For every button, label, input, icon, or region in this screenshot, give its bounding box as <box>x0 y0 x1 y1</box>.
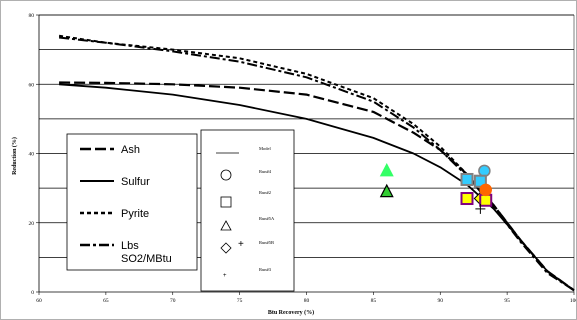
tick-labels: 60 65 70 75 80 85 90 95 100 0 20 40 60 80 <box>29 13 577 304</box>
y-axis-label: Reduction (%) <box>11 137 18 175</box>
legend-lines-frame <box>66 133 198 271</box>
legend-runs-frame <box>200 129 295 292</box>
x-tick-label: 80 <box>304 298 310 304</box>
y-tick-label: 60 <box>29 82 35 88</box>
legend-run2-label: Run#2 <box>259 190 271 195</box>
x-tick-label: 60 <box>36 298 42 304</box>
legend-runs: Model Run#4 Run#2 Run#5A + Run#5B + Run#… <box>200 129 295 292</box>
point-run1-square <box>460 192 474 206</box>
legend-run3-label: Run#3 <box>259 267 272 272</box>
legend-run5a-triangle-icon <box>220 220 232 231</box>
x-tick-label: 75 <box>237 298 243 304</box>
axes <box>36 14 575 295</box>
x-tick-label: 95 <box>504 298 510 304</box>
y-tick-label: 40 <box>29 152 35 158</box>
legend-lines: Ash Sulfur Pyrite Lbs SO2/MBtu <box>66 133 198 271</box>
legend-run5b-label: Run#5B <box>259 240 274 245</box>
legend-run3-plus-icon: + <box>223 273 227 279</box>
x-tick-label: 100 <box>570 298 576 304</box>
point-run5a-triangle <box>379 183 394 198</box>
x-tick-label: 70 <box>170 298 176 304</box>
legend-so2-label-1: Lbs <box>121 240 139 252</box>
x-tick-label: 85 <box>371 298 377 304</box>
y-tick-label: 0 <box>31 290 34 296</box>
legend-model-label: Model <box>259 146 271 151</box>
run-markers <box>379 163 493 214</box>
legend-sulfur-label: Sulfur <box>121 176 150 188</box>
point-run4-circle <box>478 164 491 178</box>
legend-run5a-label: Run#5A <box>259 216 275 221</box>
point-run3-circle <box>479 183 492 197</box>
x-axis-label: Btu Recovery (%) <box>268 309 314 316</box>
series-line-pyrite <box>58 34 575 292</box>
legend-run4-label: Run#4 <box>259 169 272 174</box>
legend-so2-label-2: SO2/MBtu <box>121 253 172 265</box>
legend-run4-circle-icon <box>220 169 232 181</box>
legend-plus-icon: + <box>238 239 244 250</box>
y-tick-label: 80 <box>29 13 35 19</box>
legend-pyrite-label: Pyrite <box>121 208 149 220</box>
series-lines <box>58 34 575 292</box>
x-tick-label: 65 <box>103 298 109 304</box>
point-run1-square <box>479 193 493 207</box>
point-run5a-triangle <box>379 163 394 177</box>
point-run2-square <box>460 172 474 186</box>
series-line-lbs-so2-mbtu <box>58 36 575 292</box>
y-tick-label: 20 <box>29 221 35 227</box>
legend-run2-square-icon <box>220 196 232 208</box>
legend-ash-label: Ash <box>121 144 140 156</box>
x-tick-label: 90 <box>438 298 444 304</box>
legend-run5b-diamond-icon <box>220 242 232 254</box>
